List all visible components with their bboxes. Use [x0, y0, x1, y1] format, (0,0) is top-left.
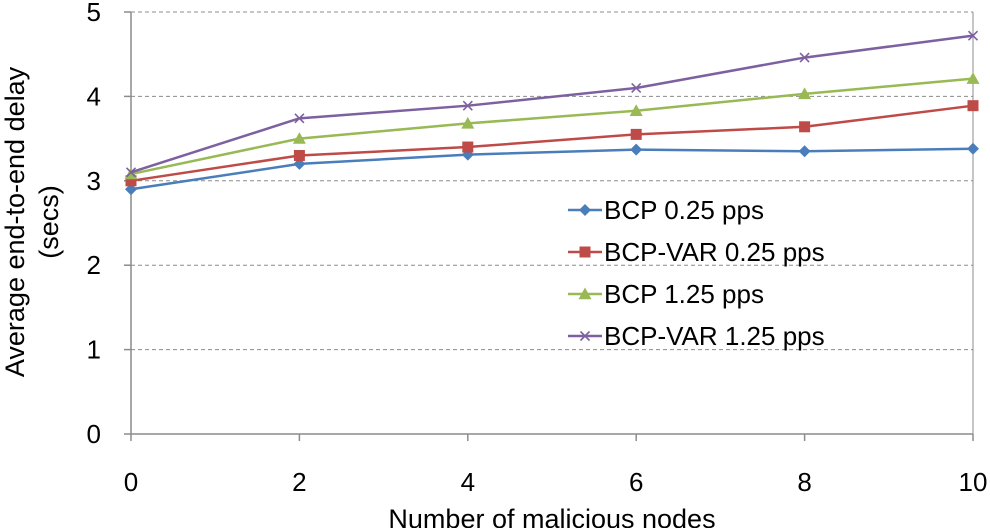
legend-label: BCP 1.25 pps [604, 279, 764, 309]
series-1 [125, 142, 979, 196]
series-line [130, 34, 974, 174]
data-point [799, 52, 810, 63]
legend-swatch-marker [579, 246, 591, 258]
x-marker-stroke [125, 167, 137, 178]
data-point [967, 100, 979, 112]
data-point [293, 149, 305, 161]
legend: BCP 0.25 pps BCP-VAR 0.25 pps BCP 1.25 pps… [568, 195, 825, 351]
legend-swatch-marker [578, 287, 592, 300]
x-marker-stroke [579, 330, 591, 342]
legend-label: BCP 0.25 pps [604, 195, 764, 225]
y-tick-label: 5 [87, 0, 101, 27]
data-point [630, 128, 642, 140]
series-3 [124, 72, 980, 180]
axes [124, 11, 974, 441]
x-tick-label: 2 [292, 467, 306, 497]
x-marker-stroke [967, 30, 979, 41]
data-point [967, 142, 979, 155]
x-tick-label: 10 [959, 467, 988, 497]
y-axis-title: Average end-to-end delay (secs) [0, 66, 64, 377]
data-point [461, 116, 475, 129]
series-line [130, 104, 974, 183]
data-point [967, 30, 979, 41]
series-line [130, 77, 974, 176]
y-tick-label: 2 [87, 250, 101, 280]
data-point [799, 121, 811, 133]
gridlines [131, 11, 974, 434]
series-4 [125, 30, 979, 178]
y-axis-title-line1: Average end-to-end delay [0, 66, 30, 377]
x-marker-stroke [462, 100, 473, 111]
data-point [629, 104, 643, 116]
data-point [462, 141, 474, 153]
data-point [294, 113, 305, 124]
data-point [966, 72, 980, 84]
legend-label: BCP-VAR 0.25 pps [604, 237, 825, 267]
legend-swatch-marker [579, 204, 591, 216]
y-tick-label: 0 [87, 419, 101, 449]
tick-labels: 0 1 2 3 4 5 0 2 4 6 8 10 [87, 0, 988, 497]
data-point [125, 167, 137, 178]
y-axis-title-line2: (secs) [34, 185, 64, 259]
y-tick-label: 4 [87, 81, 101, 111]
legend-item-2: BCP-VAR 0.25 pps [568, 237, 825, 267]
x-tick-label: 6 [629, 467, 643, 497]
y-tick-label: 1 [87, 335, 101, 365]
x-marker-stroke [799, 52, 810, 63]
data-point [631, 82, 642, 94]
data-point [292, 132, 306, 144]
legend-label: BCP-VAR 1.25 pps [604, 321, 825, 351]
data-point [630, 143, 643, 156]
x-tick-label: 4 [461, 467, 475, 497]
x-tick-label: 8 [797, 467, 811, 497]
legend-item-1: BCP 0.25 pps [568, 195, 764, 225]
x-marker-stroke [631, 82, 642, 94]
data-point [798, 145, 811, 158]
x-tick-label: 0 [124, 467, 138, 497]
data-point [125, 175, 137, 187]
data-point [798, 87, 812, 100]
legend-swatch-marker [579, 330, 591, 342]
series-2 [125, 100, 979, 187]
legend-item-4: BCP-VAR 1.25 pps [568, 321, 825, 351]
series-line [130, 147, 974, 191]
y-tick-label: 3 [87, 166, 101, 196]
x-axis-title: Number of malicious nodes [388, 504, 715, 528]
x-marker-stroke [294, 113, 305, 124]
legend-item-3: BCP 1.25 pps [568, 279, 764, 309]
data-point [462, 100, 473, 111]
data-series [124, 30, 980, 196]
